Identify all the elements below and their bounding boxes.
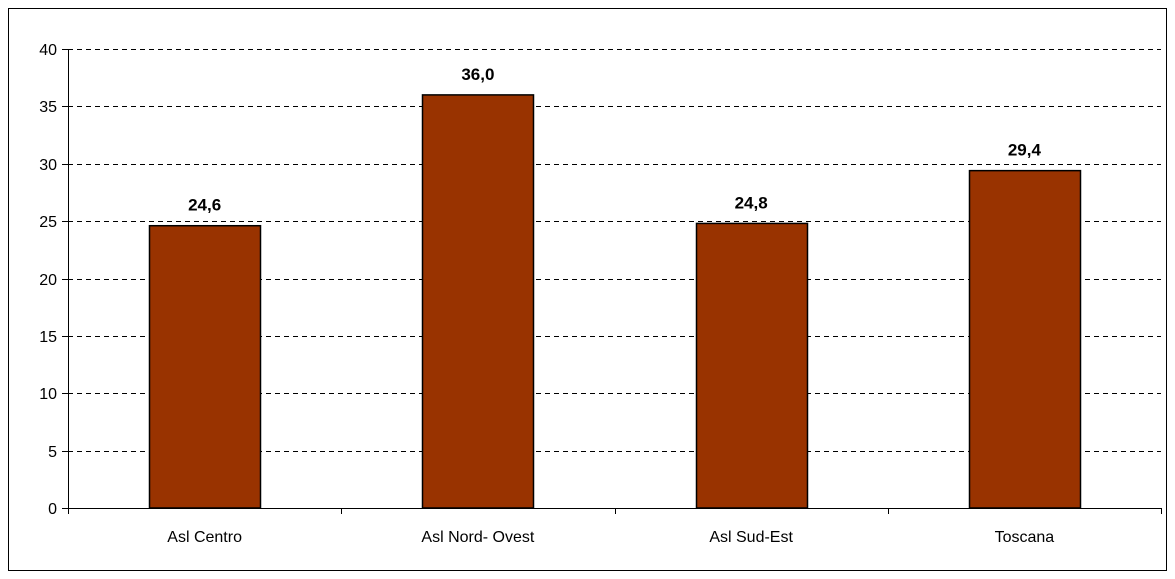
data-label-1: 36,0	[461, 65, 494, 84]
x-tick-label-2: Asl Sud-Est	[709, 529, 793, 546]
y-tick-label-5: 5	[48, 444, 57, 461]
bar-2	[695, 222, 809, 509]
y-tick-label-30: 30	[39, 157, 57, 174]
labels: 0 5 10 15 20 25 30 35 40 24,6 Asl Centro 36,0 Asl No…	[39, 42, 1054, 546]
x-tick-label-1: Asl Nord- Ovest	[421, 529, 534, 546]
data-label-3: 29,4	[1008, 141, 1042, 160]
y-tick-label-25: 25	[39, 214, 57, 231]
bar-1	[421, 94, 535, 509]
y-tick-label-20: 20	[39, 272, 57, 289]
y-tick-label-35: 35	[39, 99, 57, 116]
axes	[62, 49, 1162, 514]
bar-0	[148, 224, 262, 509]
chart-frame: 0 5 10 15 20 25 30 35 40 24,6 Asl Centro 36,0 Asl No…	[8, 8, 1167, 571]
bar-3	[968, 169, 1082, 509]
bars	[148, 94, 1082, 509]
x-tick-label-0: Asl Centro	[167, 529, 242, 546]
data-label-2: 24,8	[735, 193, 768, 212]
x-tick-label-3: Toscana	[995, 529, 1055, 546]
bar-chart: 0 5 10 15 20 25 30 35 40 24,6 Asl Centro 36,0 Asl No…	[39, 42, 1162, 546]
y-tick-label-10: 10	[39, 386, 57, 403]
y-tick-label-0: 0	[48, 501, 57, 518]
y-tick-label-40: 40	[39, 42, 57, 59]
data-label-0: 24,6	[188, 196, 221, 215]
y-tick-label-15: 15	[39, 329, 57, 346]
